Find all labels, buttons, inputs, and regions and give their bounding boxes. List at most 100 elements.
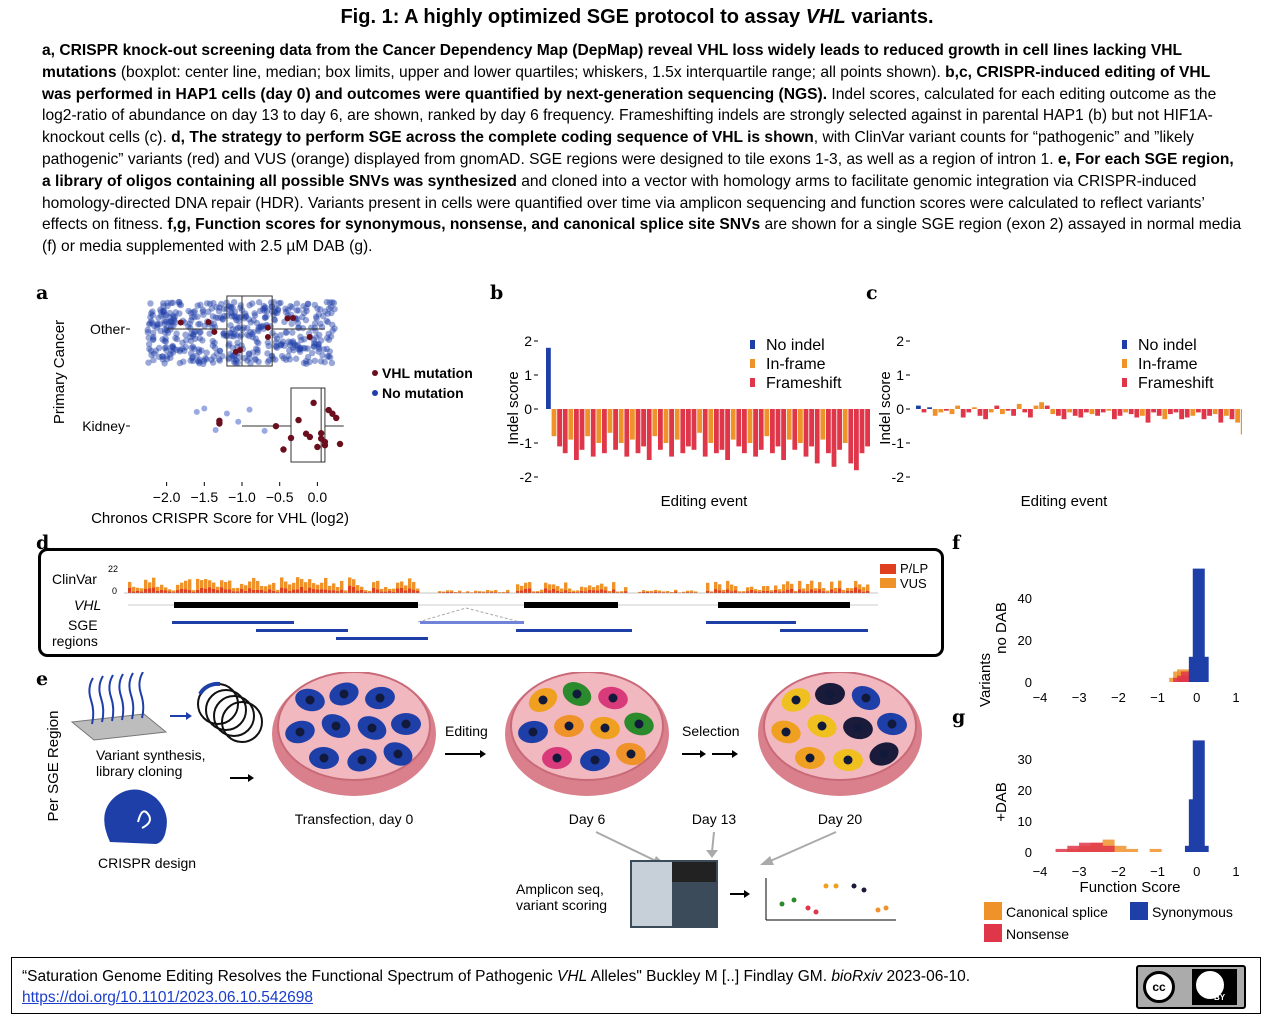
panel-a-point-other — [185, 323, 192, 330]
g-axes-ytick-label: 10 — [1018, 814, 1032, 829]
panel-a-point-other — [272, 356, 279, 363]
panel-a-point-other — [250, 317, 257, 324]
panel-a-point-other — [147, 314, 154, 321]
panel-f-ylabel: no DAB — [993, 602, 1010, 654]
caption-segment: (boxplot: center line, median; box limit… — [116, 63, 946, 81]
panel-a-point-other — [200, 311, 207, 318]
clinvar-vus-bar — [324, 577, 328, 590]
clinvar-vus-bar — [442, 591, 446, 593]
panel-a-point-other — [261, 304, 268, 312]
panel-a-point-other — [188, 314, 196, 321]
clinvar-plp-bar — [256, 589, 260, 593]
g-axes-xtick-label: −1 — [1150, 864, 1165, 879]
clinvar-vus-bar — [196, 578, 200, 590]
clinvar-plp-bar — [232, 591, 236, 593]
clinvar-vus-bar — [128, 581, 132, 588]
b-bar — [820, 409, 826, 440]
clinvar-plp-bar — [360, 589, 364, 593]
b-bar — [607, 409, 613, 433]
panel-a-point-other — [275, 300, 283, 307]
panel-a-point-other — [150, 329, 157, 337]
clinvar-plp-bar — [212, 588, 216, 593]
panel-a-point-other — [169, 299, 177, 306]
panel-e-transfection: Transfection, day 0 — [295, 811, 414, 827]
clinvar-vus-bar — [846, 587, 850, 591]
c-ytick-label: -2 — [892, 469, 905, 485]
panel-a-point-other — [302, 357, 310, 365]
c-ytick-label: 1 — [896, 367, 904, 383]
panel-a-point-other — [265, 357, 273, 364]
panel-a-point-other — [299, 313, 306, 321]
c-bar — [949, 409, 955, 415]
clinvar-vus-bar — [240, 583, 244, 589]
panel-a-point-kidney — [212, 427, 219, 434]
attribution-person-icon — [1196, 971, 1224, 999]
panel-a-point-other — [216, 357, 224, 364]
panel-a-point-other — [294, 319, 302, 327]
panel-a-point-other — [206, 300, 214, 307]
panel-a-point-other-mutation — [232, 348, 239, 355]
panel-a-point-other — [323, 345, 331, 353]
panel-a-point-other — [228, 309, 235, 316]
clinvar-vus-bar — [666, 591, 670, 593]
clinvar-plp-bar — [714, 589, 718, 593]
clinvar-vus-bar — [292, 582, 296, 590]
cc-by-license-badge[interactable]: cc BY — [1136, 965, 1246, 1009]
panel-a-point-other — [189, 332, 197, 339]
b-legend-label: Frameshift — [766, 375, 842, 392]
panel-a-point-other — [285, 352, 292, 360]
caption-segment: and cloned into a vector with homology a… — [42, 172, 1205, 234]
panel-a-point-kidney-mutation — [272, 422, 280, 430]
clinvar-plp-bar — [568, 592, 572, 593]
c-bar — [1196, 409, 1201, 413]
panel-a-point-other — [255, 358, 262, 366]
c-bar — [1044, 405, 1050, 409]
panel-a-legend-nomutation: No mutation — [382, 385, 464, 401]
sge-region-5 — [706, 621, 796, 624]
to-sequencing-arrows — [595, 831, 837, 863]
b-bar — [562, 409, 568, 454]
clinvar-vus-bar — [498, 592, 502, 593]
panel-b-ylabel: Indel score — [505, 371, 522, 444]
clinvar-plp-bar — [292, 589, 296, 593]
b-ytick-label: -1 — [520, 435, 533, 451]
clinvar-plp-bar — [746, 591, 750, 593]
clinvar-plp-bar — [160, 589, 164, 593]
panel-a-point-other — [150, 350, 158, 357]
panel-a-point-other — [231, 308, 239, 315]
panel-a-point-other — [167, 318, 174, 326]
panel-d-legend-plp: P/LP — [900, 561, 928, 576]
clinvar-vus-bar — [528, 582, 532, 589]
citation-footer: “Saturation Genome Editing Resolves the … — [11, 957, 1261, 1014]
panel-b-xlabel: Editing event — [661, 493, 749, 510]
panel-a-point-other — [157, 308, 165, 316]
clinvar-vus-bar — [786, 581, 790, 590]
cell-nucleus — [393, 749, 403, 759]
panel-a-point-other — [311, 301, 318, 309]
clinvar-plp-bar — [144, 589, 148, 593]
clinvar-vus-bar — [734, 586, 738, 591]
panel-a-point-other — [324, 353, 331, 360]
doi-link[interactable]: https://doi.org/10.1101/2023.06.10.54269… — [22, 989, 314, 1006]
clinvar-plp-bar — [192, 592, 196, 593]
b-bar — [557, 409, 562, 447]
f-axes-ytick-label: 20 — [1018, 633, 1032, 648]
panel-a-point-other — [243, 331, 251, 338]
panel-a-point-other — [212, 314, 219, 321]
panel-a-point-other — [173, 330, 180, 337]
panel-a-point-kidney-mutation — [287, 434, 295, 442]
panel-g-ylabel: +DAB — [993, 782, 1010, 822]
clinvar-vus-bar — [252, 577, 256, 590]
panel-a-point-other — [176, 298, 183, 306]
f-axes-xtick-label: −1 — [1150, 690, 1165, 705]
clinvar-plp-bar — [474, 592, 478, 593]
clinvar-vus-bar — [408, 578, 412, 589]
panel-e-selection: Selection — [682, 723, 740, 739]
clinvar-plp-bar — [588, 589, 592, 593]
panel-a-point-other — [235, 314, 243, 321]
panel-a-point-other — [233, 332, 240, 339]
b-bar — [590, 409, 596, 457]
b-bar — [725, 409, 730, 460]
panel-a-point-other — [304, 300, 312, 307]
